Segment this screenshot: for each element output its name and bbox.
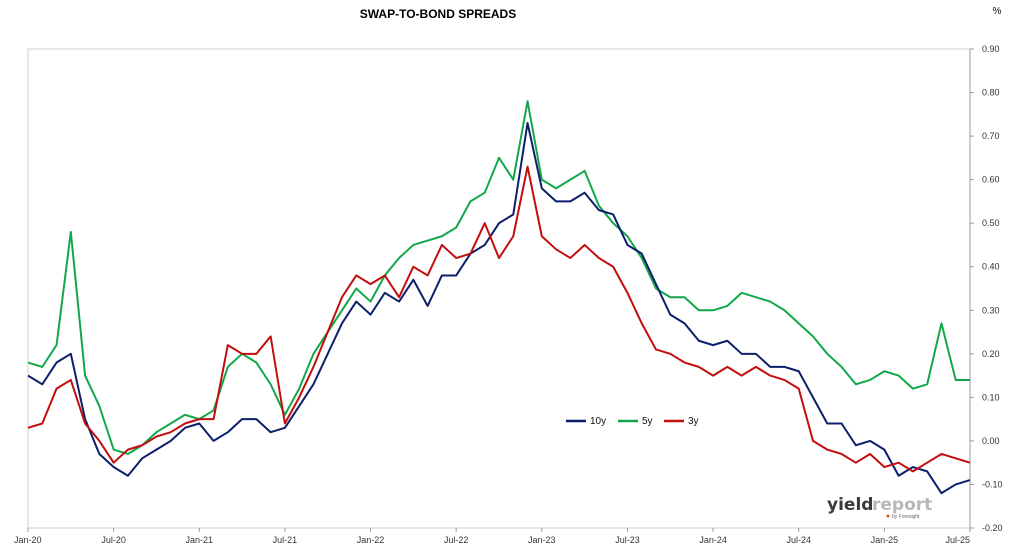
y-tick-label: 0.40 xyxy=(982,262,1000,272)
y-axis-unit-label: % xyxy=(993,6,1002,17)
legend: 10y 5y 3y xyxy=(566,416,699,427)
y-tick-label: 0.60 xyxy=(982,175,1000,185)
y-tick-label: 0.20 xyxy=(982,349,1000,359)
x-tick-label: Jul-23 xyxy=(615,535,640,545)
x-tick-label: Jan-20 xyxy=(14,535,42,545)
series-line-10y xyxy=(27,122,971,495)
x-axis-ticks: Jan-20 Jul-20 Jan-21 Jul-21 Jan-22 Jul-22 Jan-… xyxy=(14,528,971,545)
y-tick-label: -0.20 xyxy=(982,523,1003,533)
legend-label-10y: 10y xyxy=(590,416,606,427)
series-line-5y xyxy=(27,100,970,455)
x-tick-label: Jan-25 xyxy=(871,535,899,545)
x-tick-label: Jul-22 xyxy=(444,535,469,545)
x-tick-label: Jul-21 xyxy=(273,535,298,545)
plot-area xyxy=(27,48,971,529)
logo-text-dark: yield xyxy=(827,495,873,515)
chart-title: SWAP-TO-BOND SPREADS xyxy=(360,7,516,21)
y-tick-label: -0.10 xyxy=(982,479,1003,489)
y-tick-label: 0.80 xyxy=(982,88,1000,98)
legend-label-5y: 5y xyxy=(642,416,653,427)
legend-item-5y: 5y xyxy=(618,416,653,427)
legend-item-10y: 10y xyxy=(566,416,606,427)
logo-dot-icon xyxy=(886,514,890,518)
x-tick-label: Jan-22 xyxy=(357,535,385,545)
x-tick-label: Jul-25 xyxy=(945,535,970,545)
series-line-3y xyxy=(27,165,971,473)
y-tick-label: 0.10 xyxy=(982,392,1000,402)
x-tick-label: Jul-20 xyxy=(101,535,126,545)
logo-text-light: report xyxy=(872,495,932,515)
legend-label-3y: 3y xyxy=(688,416,699,427)
y-tick-label: 0.50 xyxy=(982,218,1000,228)
logo-byline: by Foresight xyxy=(892,514,920,520)
x-tick-label: Jan-24 xyxy=(699,535,727,545)
x-tick-label: Jan-23 xyxy=(528,535,556,545)
x-tick-label: Jan-21 xyxy=(186,535,214,545)
y-tick-label: 0.00 xyxy=(982,436,1000,446)
series-layer xyxy=(27,100,971,495)
y-tick-label: 0.30 xyxy=(982,305,1000,315)
y-tick-label: 0.70 xyxy=(982,131,1000,141)
y-axis-ticks: 0.90 0.80 0.70 0.60 0.50 0.40 0.30 0.20 0.10 0.00… xyxy=(970,44,1003,533)
y-tick-label: 0.90 xyxy=(982,44,1000,54)
legend-item-3y: 3y xyxy=(664,416,699,427)
x-tick-label: Jul-24 xyxy=(786,535,811,545)
yieldreport-logo: yield report by Foresight xyxy=(827,495,932,520)
